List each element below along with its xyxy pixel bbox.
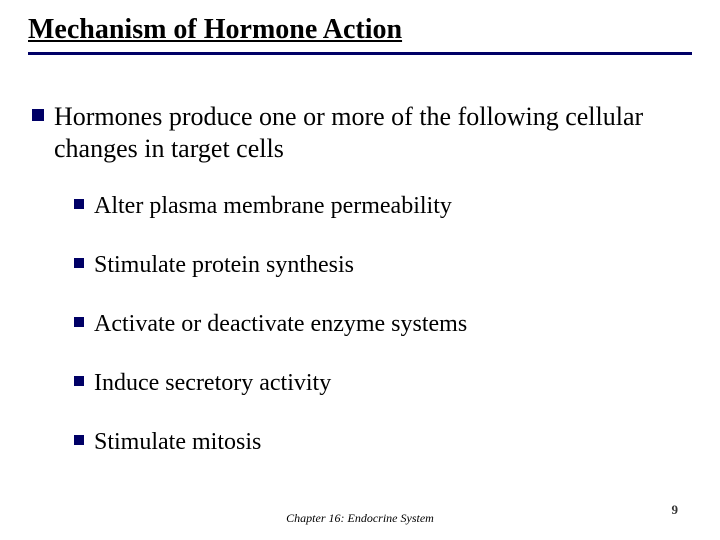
title-underline-rule <box>28 52 692 55</box>
square-bullet-icon <box>74 199 84 209</box>
square-bullet-icon <box>74 435 84 445</box>
sub-bullet-item: Activate or deactivate enzyme systems <box>74 310 692 339</box>
bullet-text-main: Hormones produce one or more of the foll… <box>54 101 692 164</box>
sub-bullet-item: Alter plasma membrane permeability <box>74 192 692 221</box>
square-bullet-icon <box>74 376 84 386</box>
sub-bullet-text: Alter plasma membrane permeability <box>94 192 452 221</box>
sub-bullet-list: Alter plasma membrane permeability Stimu… <box>74 192 692 456</box>
square-bullet-icon <box>74 258 84 268</box>
content-area: Hormones produce one or more of the foll… <box>28 101 692 456</box>
square-bullet-icon <box>74 317 84 327</box>
bullet-item-main: Hormones produce one or more of the foll… <box>32 101 692 164</box>
sub-bullet-text: Activate or deactivate enzyme systems <box>94 310 467 339</box>
page-number: 9 <box>672 502 679 518</box>
sub-bullet-item: Stimulate mitosis <box>74 428 692 457</box>
sub-bullet-item: Induce secretory activity <box>74 369 692 398</box>
sub-bullet-text: Stimulate protein synthesis <box>94 251 354 280</box>
sub-bullet-text: Induce secretory activity <box>94 369 331 398</box>
sub-bullet-text: Stimulate mitosis <box>94 428 261 457</box>
slide: Mechanism of Hormone Action Hormones pro… <box>0 0 720 540</box>
sub-bullet-item: Stimulate protein synthesis <box>74 251 692 280</box>
slide-title: Mechanism of Hormone Action <box>28 14 692 46</box>
footer-chapter-label: Chapter 16: Endocrine System <box>0 511 720 526</box>
square-bullet-icon <box>32 109 44 121</box>
